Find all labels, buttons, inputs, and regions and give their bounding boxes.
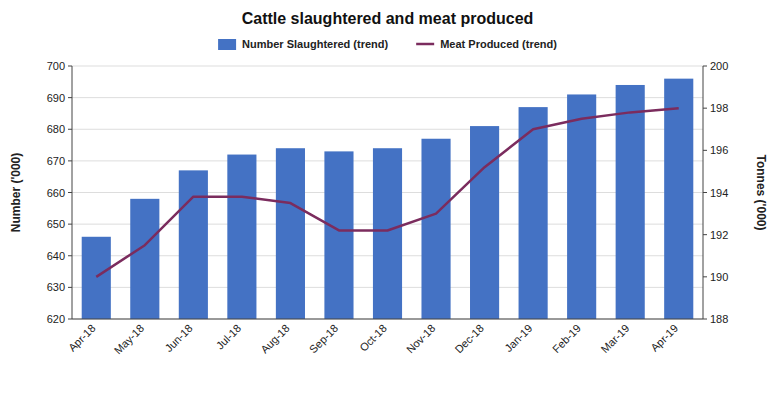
grid-line [72, 97, 703, 98]
bar [470, 126, 499, 319]
y2-tick [703, 319, 707, 320]
x-tick-label: Mar-19 [598, 322, 631, 355]
y-tick-label: 670 [47, 155, 65, 167]
y-tick [68, 319, 72, 320]
y-tick-label: 630 [47, 281, 65, 293]
x-tick-label: Oct-18 [357, 322, 389, 354]
axes: 620 630 640 650 660 670 680 690 700 188 190 192 194 1… [47, 60, 729, 356]
legend-swatch [218, 39, 236, 50]
x-tick-label: Nov-18 [404, 322, 438, 356]
bar [82, 237, 111, 319]
y-tick-label: 660 [47, 187, 65, 199]
y-tick-label: 640 [47, 250, 65, 262]
title: Cattle slaughtered and meat produced [242, 10, 534, 27]
x-tick-label: Jun-18 [162, 322, 194, 354]
y-tick [68, 192, 72, 193]
legend-label: Meat Produced (trend) [440, 38, 557, 50]
y2-tick-label: 198 [710, 102, 728, 114]
y2-tick [703, 276, 707, 277]
legend: Number Slaughtered (trend) Meat Produced … [218, 38, 557, 50]
x-tick-label: Apr-19 [648, 322, 680, 354]
y-axis-label: Number ('000) [9, 153, 23, 233]
y2-axis-label: Tonnes ('000) [754, 155, 768, 231]
y-tick [68, 97, 72, 98]
chart: 620 630 640 650 660 670 680 690 700 188 190 192 194 1… [0, 0, 775, 395]
bar [519, 107, 548, 319]
line [96, 108, 678, 277]
grid-line [72, 129, 703, 130]
y2-tick-label: 194 [710, 187, 728, 199]
y-tick [68, 129, 72, 130]
y-tick-label: 650 [47, 218, 65, 230]
y2-tick-label: 190 [710, 271, 728, 283]
legend-item: Number Slaughtered (trend) [218, 38, 388, 50]
y2-tick-label: 192 [710, 229, 728, 241]
bar [567, 94, 596, 319]
y-tick [68, 287, 72, 288]
legend-item: Meat Produced (trend) [416, 38, 557, 50]
legend-swatch [416, 43, 434, 46]
bar [227, 155, 256, 319]
bar [421, 139, 450, 319]
bar [324, 151, 353, 319]
y2-tick [703, 192, 707, 193]
bar [664, 79, 693, 319]
y-tick [68, 255, 72, 256]
y2-tick [703, 108, 707, 109]
x-tick-label: Dec-18 [452, 322, 486, 356]
y2-tick-label: 188 [710, 313, 728, 325]
x-tick-label: Sep-18 [307, 322, 341, 356]
y-tick-label: 690 [47, 92, 65, 104]
x-tick-label: May-18 [112, 322, 146, 356]
y-tick [68, 224, 72, 225]
bar [616, 85, 645, 319]
y2-tick [703, 150, 707, 151]
y2-tick-label: 196 [710, 144, 728, 156]
x-tick-label: Jul-18 [214, 322, 244, 352]
x-tick-label: Apr-18 [66, 322, 98, 354]
x-tick-label: Aug-18 [258, 322, 292, 356]
y-tick [68, 160, 72, 161]
legend-label: Number Slaughtered (trend) [242, 38, 388, 50]
x-tick-label: Feb-19 [550, 322, 583, 355]
x-tick-label: Jan-19 [502, 322, 534, 354]
y-tick-label: 700 [47, 60, 65, 72]
plot-area [82, 79, 694, 319]
y-tick [68, 66, 72, 67]
bar [130, 199, 159, 319]
bar [373, 148, 402, 319]
y-tick-label: 680 [47, 123, 65, 135]
y2-tick [703, 66, 707, 67]
bar [179, 170, 208, 319]
y-tick-label: 620 [47, 313, 65, 325]
bar [276, 148, 305, 319]
grid-line [72, 66, 703, 67]
grid-line [72, 319, 703, 320]
x-axis-line [72, 319, 703, 320]
y2-tick [703, 234, 707, 235]
y2-tick-label: 200 [710, 60, 728, 72]
